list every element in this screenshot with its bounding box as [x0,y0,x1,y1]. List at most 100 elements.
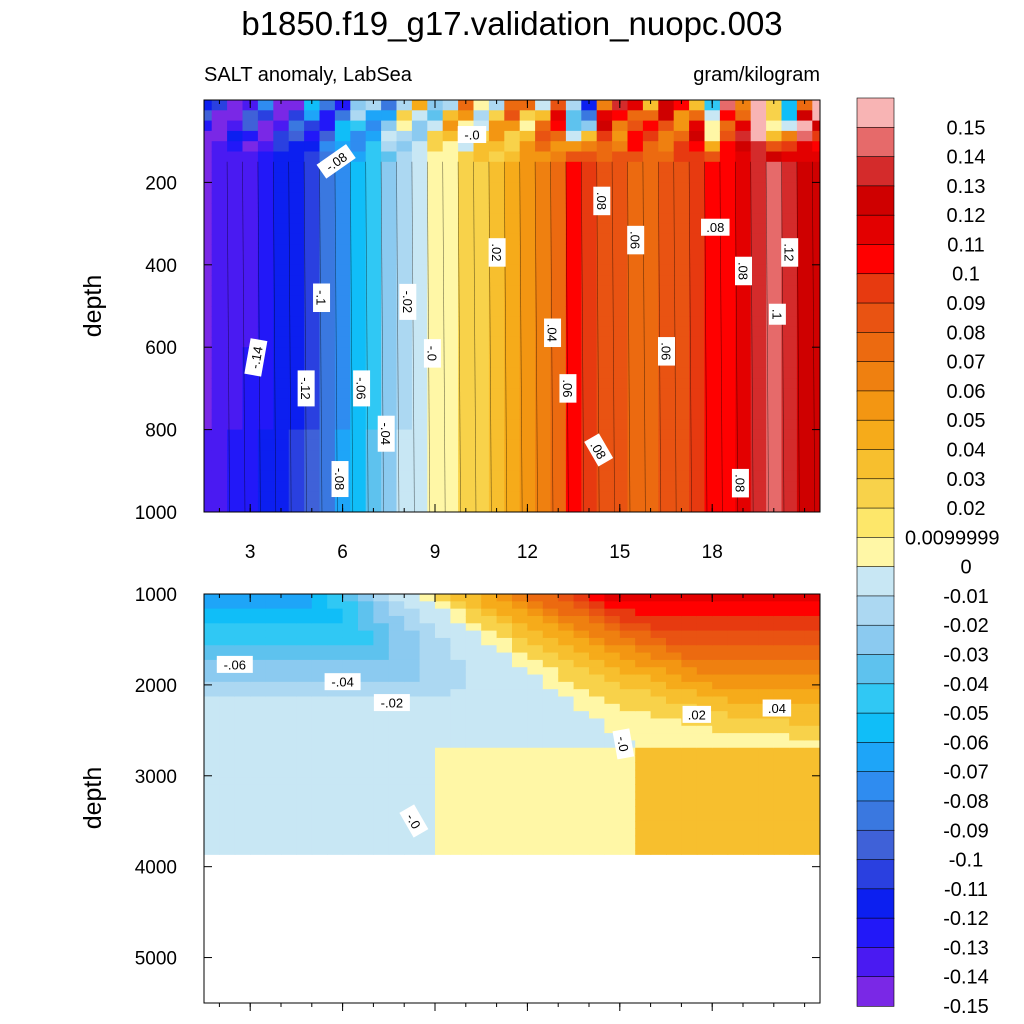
heatmap-cell [350,244,367,256]
heatmap-cell [796,151,813,163]
heatmap-cell [204,172,213,183]
heatmap-cell [558,791,575,800]
heatmap-cell [619,813,636,822]
heatmap-cell [712,784,729,793]
heatmap-cell [465,755,482,763]
heatmap-cell [427,460,444,472]
heatmap-cell [766,398,783,410]
heatmap-cell [365,285,382,297]
heatmap-cell [727,791,744,800]
svg-text:.1: .1 [769,309,784,320]
heatmap-cell [704,460,721,472]
heatmap-cell [442,491,459,503]
heatmap-cell [558,659,575,668]
heatmap-cell [227,172,244,183]
heatmap-cell [442,326,459,338]
heatmap-cell [311,594,328,602]
heatmap-cell [227,501,244,512]
colorbar-label: 0.02 [947,498,986,520]
heatmap-cell [388,806,405,815]
heatmap-cell [327,601,344,610]
heatmap-cell [565,264,582,276]
heatmap-cell [758,755,775,763]
heatmap-cell [219,850,236,855]
heatmap-cell [435,623,451,632]
heatmap-cell [234,755,251,763]
heatmap-cell [250,740,267,749]
heatmap-cell [488,316,505,328]
heatmap-cell [773,608,790,617]
heatmap-cell [781,419,798,431]
heatmap-cell [427,439,444,451]
heatmap-cell [473,409,490,420]
heatmap-cell [735,203,752,214]
heatmap-cell [373,725,390,734]
heatmap-cell [211,357,228,369]
heatmap-cell [773,674,790,683]
heatmap-cell [673,244,690,256]
heatmap-cell [311,828,328,837]
heatmap-cell [719,192,736,204]
heatmap-cell [358,806,374,815]
heatmap-cell [296,769,313,778]
heatmap-cell [719,233,736,245]
heatmap-cell [542,784,559,793]
heatmap-cell [358,828,374,837]
heatmap-cell [750,419,767,431]
heatmap-cell [334,326,351,338]
heatmap-cell [558,828,575,837]
heatmap-cell [619,667,636,676]
heatmap-cell [612,141,629,153]
heatmap-cell [750,439,767,451]
heatmap-cell [427,254,444,266]
heatmap-cell [234,784,251,793]
heatmap-cell [388,813,405,822]
heatmap-cell [396,316,413,328]
heatmap-cell [804,703,820,712]
heatmap-cell [689,357,706,369]
heatmap-cell [211,120,228,132]
heatmap-cell [573,711,590,720]
heatmap-cell [265,623,282,632]
heatmap-cell [288,223,305,235]
heatmap-cell [781,213,798,225]
heatmap-cell [666,696,682,705]
colorbar-swatch [856,126,895,158]
heatmap-cell [681,806,698,815]
heatmap-cell [404,615,421,624]
colorbar-swatch [856,654,895,685]
heatmap-cell [365,460,382,472]
heatmap-cell [635,711,652,720]
heatmap-cell [450,659,467,668]
heatmap-cell [404,623,421,632]
heatmap-cell [804,725,820,734]
heatmap-cell [519,470,536,482]
heatmap-cell [442,233,459,245]
heatmap-cell [619,711,636,720]
heatmap-cell [242,141,259,153]
heatmap-cell [288,336,305,348]
contour-label: -.06 [353,370,371,407]
heatmap-cell [535,398,552,410]
heatmap-cell [411,254,428,266]
heatmap-cell [242,151,259,163]
heatmap-cell [650,718,667,727]
heatmap-cell [458,357,475,369]
heatmap-cell [358,623,374,632]
heatmap-cell [612,244,629,256]
colorbar-label: 0.1 [952,264,980,286]
heatmap-cell [573,725,590,734]
heatmap-cell [204,161,213,173]
heatmap-cell [211,326,228,338]
heatmap-cell [650,681,667,690]
heatmap-cell [373,740,390,749]
heatmap-cell [542,762,559,771]
heatmap-cell [242,223,259,235]
heatmap-cell [265,835,282,844]
heatmap-cell [573,623,590,632]
heatmap-cell [496,777,513,785]
heatmap-cell [242,244,259,256]
heatmap-cell [604,711,621,720]
heatmap-cell [712,791,729,800]
heatmap-cell [358,784,374,793]
